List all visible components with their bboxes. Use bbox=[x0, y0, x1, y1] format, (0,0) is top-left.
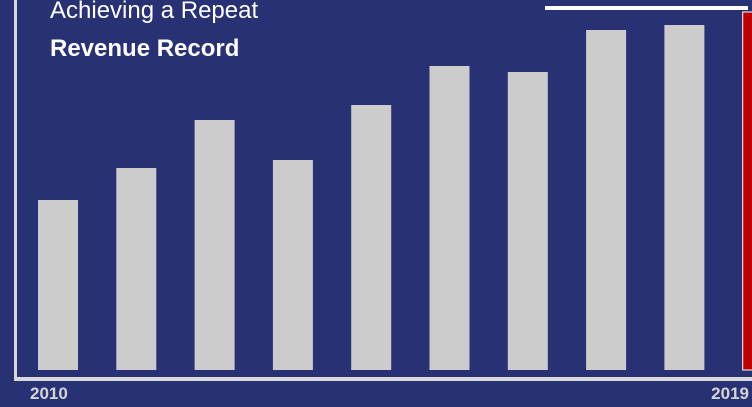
chart-title: Achieving a Repeat Revenue Record bbox=[50, 0, 480, 68]
bar bbox=[194, 120, 235, 370]
title-underline bbox=[545, 6, 748, 10]
bar bbox=[351, 105, 392, 370]
bar bbox=[38, 200, 78, 370]
x-axis-line bbox=[14, 377, 752, 381]
bar bbox=[272, 160, 313, 370]
bar bbox=[429, 66, 470, 370]
bar-series bbox=[38, 11, 752, 371]
y-axis-line bbox=[14, 0, 17, 381]
bar bbox=[507, 72, 548, 370]
highlight-bar bbox=[742, 11, 752, 371]
x-axis-tick-label: 2010 bbox=[30, 384, 68, 403]
x-axis-tick-label: 2019 bbox=[711, 384, 749, 403]
bar bbox=[586, 30, 627, 370]
chart-title-line: Achieving a Repeat bbox=[50, 0, 259, 24]
chart-title-line: Revenue Record bbox=[50, 35, 240, 62]
bar bbox=[116, 168, 157, 370]
bar bbox=[664, 25, 705, 370]
